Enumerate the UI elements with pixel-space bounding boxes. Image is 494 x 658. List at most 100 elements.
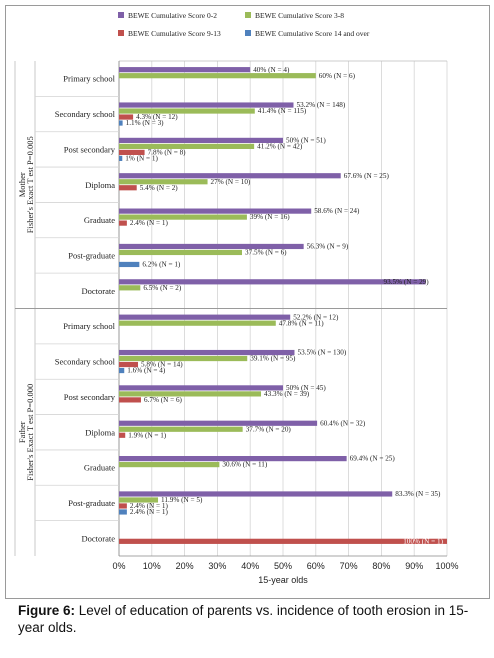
data-label: 6.2% (N = 1) [142,261,181,269]
data-label: 1.6% (N = 4) [127,367,166,375]
x-tick-label: 100% [435,561,458,571]
category-label: Primary school [63,321,115,331]
bar [119,349,295,356]
data-label: 50% (N = 51) [286,136,326,144]
bar [119,420,318,426]
data-label: 11.9% (N = 5) [161,496,203,504]
bar [119,102,294,108]
bar [119,173,341,179]
data-label: 58.6% (N = 24) [314,207,360,215]
x-tick-label: 50% [274,561,292,571]
bar [119,143,255,149]
data-label: 41.4% (N = 115) [258,107,307,115]
x-tick-label: 10% [143,561,161,571]
data-label: 53.2% (N = 148) [296,101,345,109]
bar [119,67,251,73]
category-label: Primary school [63,74,115,84]
data-label: 39.1% (N = 95) [250,355,296,363]
data-label: 1.9% (N = 1) [128,431,167,439]
bar [119,503,127,509]
category-label: Post-graduate [68,498,115,508]
category-label: Diploma [85,180,115,190]
bar [119,367,125,374]
legend-swatch [118,12,124,18]
bar [119,137,283,143]
bar [119,320,276,326]
legend-label: BEWE Cumulative Score 14 and over [255,29,370,38]
bar [119,355,248,362]
data-label: 52.2% (N = 12) [293,313,339,321]
bar [119,214,247,220]
data-label: 2.4% (N = 1) [130,219,169,227]
data-label: 7.8% (N = 8) [148,148,187,156]
data-label: 2.4% (N = 1) [130,508,169,516]
bar [119,397,141,403]
category-label: Post secondary [64,144,116,154]
legend-label: BEWE Cumulative Score 9-13 [128,29,221,38]
bar [119,462,220,468]
x-tick-label: 70% [340,561,358,571]
data-label: 39% (N = 16) [250,213,290,221]
x-tick-label: 40% [241,561,259,571]
data-label: 83.3% (N = 35) [395,490,441,498]
data-label: 56.3% (N = 9) [307,243,349,251]
data-label: 27% (N = 10) [211,178,251,186]
data-label: 6.7% (N = 6) [144,396,183,404]
data-label: 1% (N = 1) [125,154,158,162]
bar [119,220,127,226]
x-tick-label: 20% [176,561,194,571]
data-label: 53.5% (N = 130) [297,349,346,357]
data-label: 5.4% (N = 2) [140,184,179,192]
data-label: 69.4% (N = 25) [350,455,396,463]
data-label: 5.8% (N = 14) [141,361,183,369]
category-label: Diploma [85,427,115,437]
figure-caption: Figure 6: Level of education of parents … [18,602,488,636]
bar [119,426,243,432]
bar [119,497,159,503]
data-label: 47.8% (N = 11) [279,319,325,327]
data-label: 6.5% (N = 2) [143,284,182,292]
bar [119,261,140,268]
bar [119,314,291,320]
category-label: Post-graduate [68,250,115,260]
group-label: Mother [17,172,27,197]
data-label: 40% (N = 4) [253,66,290,74]
group-label: Father [17,421,27,443]
data-label: 1.1% (N = 3) [126,119,165,127]
data-label: 50% (N = 45) [286,384,326,392]
x-tick-label: 80% [372,561,390,571]
data-label: 37.5% (N = 6) [245,249,287,257]
legend-swatch [245,30,251,36]
x-tick-label: 30% [208,561,226,571]
bar [119,456,347,462]
data-label: 43.3% (N = 39) [264,390,310,398]
data-label: 37.7% (N = 20) [246,425,292,433]
bar [119,361,139,368]
bar [119,385,283,391]
group-sublabel: Fisher's Exact T est P=0.005 [25,136,35,233]
bar [119,391,262,397]
figure-label: Figure 6: [18,603,76,618]
bar [119,155,123,161]
x-tick-label: 60% [307,561,325,571]
bar [119,114,134,120]
bar-chart: BEWE Cumulative Score 0-2 BEWE Cumulative… [5,5,490,599]
group-sublabel: Fisher's Exact T est P=0.000 [25,384,35,481]
legend-label: BEWE Cumulative Score 0-2 [128,11,217,20]
bar [119,73,316,79]
data-label: 60.4% (N = 32) [320,419,366,427]
data-label: 2.4% (N = 1) [130,502,169,510]
bar [119,179,208,185]
data-label: 93.5% (N = 29) [383,278,429,286]
figure-caption-text: Level of education of parents vs. incide… [18,603,469,635]
bar [119,285,141,291]
x-axis-label: 15-year olds [258,575,308,585]
data-label: 41.2% (N = 42) [257,142,303,150]
bar [119,432,126,438]
bar [119,208,312,214]
legend-swatch [118,30,124,36]
category-label: Doctorate [81,286,115,296]
bar [119,491,393,497]
category-label: Doctorate [81,533,115,543]
data-label: 60% (N = 6) [319,72,356,80]
